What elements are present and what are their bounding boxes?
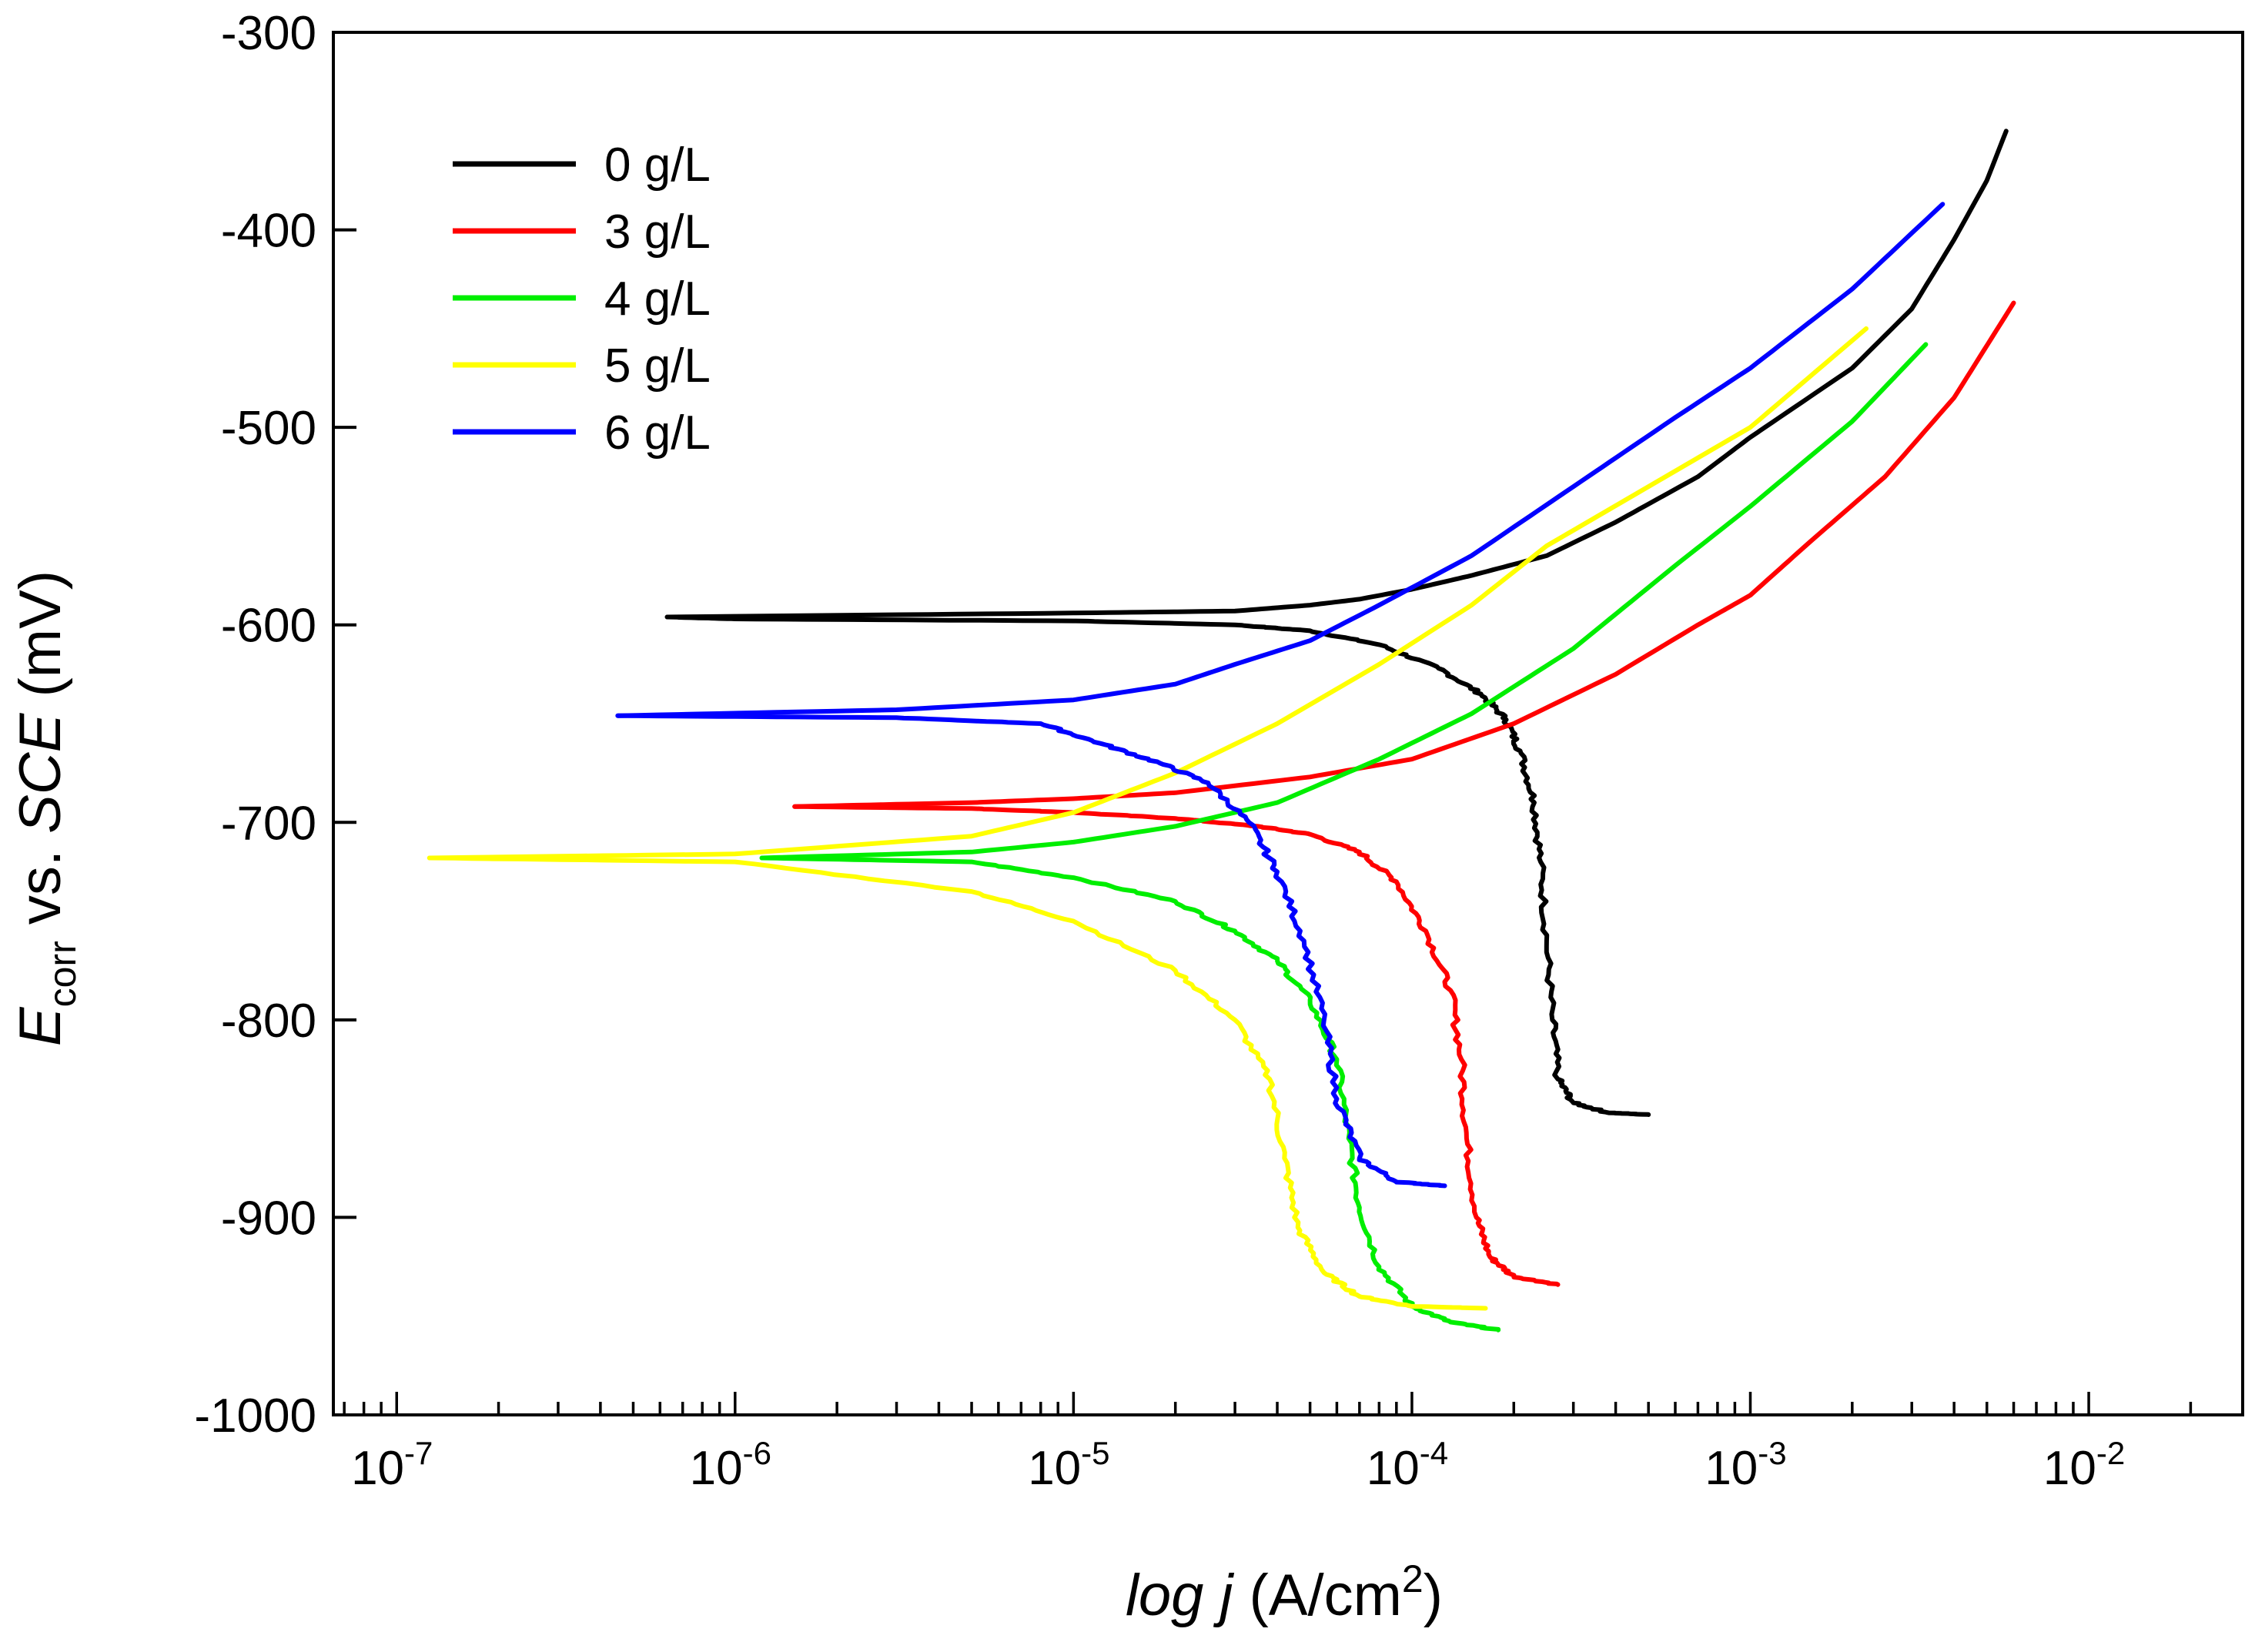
legend-label: 6 g/L	[604, 406, 711, 460]
series-line-cathodic	[615, 713, 1447, 1189]
y-axis-label-text: vs.	[8, 834, 73, 941]
y-tick-label: -1000	[194, 1389, 316, 1443]
y-tick-label: -600	[221, 600, 316, 653]
legend-item: 4 g/L	[453, 273, 711, 326]
y-axis-label: Ecorr vs. SCE (mV)	[8, 570, 84, 1046]
x-axis-label-unit: (A/cm	[1233, 1563, 1402, 1628]
x-tick-base: 10	[1705, 1442, 1758, 1495]
x-tick-label: 10-5	[1028, 1435, 1109, 1495]
plot-frame	[332, 31, 2244, 1416]
x-tick-base: 10	[1028, 1442, 1081, 1495]
y-tick-label: -700	[221, 797, 316, 850]
series-line-anodic	[792, 300, 2016, 809]
x-axis-label-sup: 2	[1402, 1557, 1424, 1600]
x-tick-base: 10	[2043, 1442, 2096, 1495]
x-tick-exponent: -5	[1081, 1435, 1109, 1471]
x-tick-label: 10-2	[2043, 1435, 2125, 1495]
x-tick-base: 10	[690, 1442, 743, 1495]
legend-label: 5 g/L	[604, 339, 711, 393]
legend-label: 0 g/L	[604, 139, 711, 192]
x-tick-label: 10-4	[1367, 1435, 1448, 1495]
x-tick-label: 10-6	[690, 1435, 771, 1495]
series-2	[759, 342, 1929, 1333]
series-0	[664, 129, 2009, 1117]
series-3	[427, 326, 1869, 1311]
y-axis-label-sub: corr	[41, 941, 84, 1007]
x-tick-exponent: -6	[743, 1435, 771, 1471]
x-tick-exponent: -2	[2096, 1435, 2125, 1471]
y-tick-label: -300	[221, 7, 316, 60]
y-axis-label-unit: (mV)	[8, 570, 73, 714]
legend-item: 3 g/L	[453, 206, 711, 259]
x-axis-label-close: )	[1424, 1563, 1443, 1628]
x-tick-exponent: -7	[404, 1435, 433, 1471]
x-tick-label: 10-3	[1705, 1435, 1786, 1495]
x-tick-base: 10	[351, 1442, 404, 1495]
legend-label: 3 g/L	[604, 206, 711, 259]
legend: 0 g/L 3 g/L 4 g/L 5 g/L 6 g/L	[453, 139, 711, 460]
y-tick-label: -900	[221, 1192, 316, 1245]
series-1	[792, 300, 2016, 1287]
series-line-anodic	[664, 129, 2009, 620]
legend-item: 0 g/L	[453, 139, 711, 192]
legend-item: 6 g/L	[453, 406, 711, 460]
series-line-cathodic	[427, 855, 1488, 1311]
series-line-anodic	[615, 202, 1946, 718]
x-axis-label-italic: log j	[1126, 1563, 1235, 1628]
y-axis-label-main: E	[8, 1006, 73, 1046]
y-axis-label-italic: SCE	[8, 712, 73, 834]
legend-label: 4 g/L	[604, 273, 711, 326]
x-tick-label: 10-7	[351, 1435, 433, 1495]
x-tick-exponent: -4	[1420, 1435, 1448, 1471]
y-tick-label: -400	[221, 205, 316, 258]
series-line-anodic	[427, 326, 1869, 861]
series-4	[615, 202, 1946, 1189]
series-line-anodic	[759, 342, 1929, 861]
series-line-cathodic	[792, 804, 1561, 1287]
y-tick-label: -500	[221, 402, 316, 455]
axis-labels: log j (A/cm2) Ecorr vs. SCE (mV)	[8, 570, 1443, 1628]
series-line-cathodic	[759, 855, 1501, 1333]
x-tick-base: 10	[1367, 1442, 1420, 1495]
y-tick-label: -800	[221, 995, 316, 1048]
x-axis-label: log j (A/cm2)	[1126, 1557, 1443, 1628]
legend-item: 5 g/L	[453, 339, 711, 393]
series-layer	[427, 129, 2016, 1333]
x-tick-exponent: -3	[1758, 1435, 1786, 1471]
series-line-cathodic	[664, 614, 1651, 1117]
